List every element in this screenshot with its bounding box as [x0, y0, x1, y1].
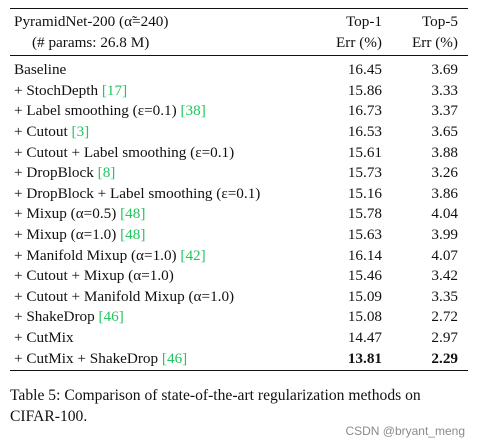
method-cell: + Cutout + Manifold Mixup (α=1.0) — [10, 287, 306, 308]
top5-error-cell: 2.97 — [431, 328, 458, 346]
method-name: + Cutout + Mixup (α=1.0) — [14, 267, 174, 285]
bottom-rule — [10, 370, 468, 372]
top-rule — [10, 8, 468, 9]
citation-link[interactable]: [42] — [180, 246, 206, 264]
table-row: + CutMix + ShakeDrop [46] 13.81 2.29 — [10, 349, 468, 371]
method-cell: + DropBlock + Label smoothing (ε=0.1) — [10, 184, 306, 205]
watermark: CSDN @bryant_meng — [345, 424, 465, 438]
top1-header-line2: Err (%) — [336, 33, 382, 51]
top5-error-cell: 4.07 — [431, 246, 458, 264]
table-row: + DropBlock + Label smoothing (ε=0.1) 15.… — [10, 184, 468, 205]
top5-error-cell: 3.42 — [431, 267, 458, 285]
top1-error-cell: 14.47 — [347, 328, 382, 346]
top1-error-cell: 16.73 — [347, 102, 382, 120]
top1-error-cell: 15.46 — [347, 267, 382, 285]
method-name: + Mixup (α=0.5) — [14, 205, 121, 223]
top5-header-line2: Err (%) — [412, 33, 458, 51]
method-name: + Manifold Mixup (α=1.0) — [14, 246, 181, 264]
table-caption: Table 5: Comparison of state-of-the-art … — [10, 387, 421, 426]
citation-link[interactable]: [8] — [97, 164, 116, 182]
citation-link[interactable]: [46] — [98, 308, 124, 326]
results-table: PyramidNet-200 (α̃=240) Top-1 Top-5 (# p… — [10, 8, 468, 372]
method-name: + ShakeDrop — [14, 308, 99, 326]
table-row: + DropBlock [8] 15.73 3.26 — [10, 163, 468, 184]
method-cell: + ShakeDrop [46] — [10, 307, 306, 328]
top1-error-cell: 15.16 — [347, 184, 382, 202]
top5-error-cell: 3.88 — [431, 143, 458, 161]
method-name: + Cutout + Label smoothing (ε=0.1) — [14, 143, 235, 161]
method-name: + CutMix — [14, 328, 74, 346]
top5-error-cell: 3.37 — [431, 102, 458, 120]
top1-error-cell: 15.08 — [347, 308, 382, 326]
method-cell: + Mixup (α=1.0) [48] — [10, 225, 306, 246]
top1-error-cell: 15.73 — [347, 164, 382, 182]
citation-link[interactable]: [46] — [161, 349, 188, 367]
method-cell: + Mixup (α=0.5) [48] — [10, 204, 306, 225]
table-row: + ShakeDrop [46] 15.08 2.72 — [10, 307, 468, 328]
top1-error-cell: 15.86 — [347, 81, 382, 99]
top5-error-cell: 2.72 — [431, 308, 458, 326]
top1-header-line1: Top-1 — [345, 13, 382, 30]
method-name: + Mixup (α=1.0) — [14, 225, 121, 243]
top5-error-cell: 2.29 — [431, 349, 458, 367]
method-cell: + Manifold Mixup (α=1.0) [42] — [10, 246, 306, 267]
method-cell: + Cutout + Mixup (α=1.0) — [10, 266, 306, 287]
method-name: + DropBlock + Label smoothing (ε=0.1) — [14, 184, 261, 202]
method-cell: + CutMix + ShakeDrop [46] — [10, 349, 306, 371]
table-row: + Cutout + Label smoothing (ε=0.1) 15.61 3… — [10, 143, 468, 164]
top1-error-cell: 16.45 — [347, 61, 382, 79]
top1-error-cell: 15.09 — [347, 287, 382, 305]
table-row: + Cutout [3] 16.53 3.65 — [10, 122, 468, 143]
top5-error-cell: 3.65 — [431, 122, 458, 140]
table-row: + Mixup (α=1.0) [48] 15.63 3.99 — [10, 225, 468, 246]
top5-error-cell: 3.33 — [431, 81, 458, 99]
top1-error-cell: 15.78 — [347, 205, 382, 223]
top5-header-line1: Top-5 — [421, 13, 458, 30]
citation-link[interactable]: [17] — [101, 81, 128, 99]
top1-error-cell: 16.53 — [347, 122, 382, 140]
table-row: + Mixup (α=0.5) [48] 15.78 4.04 — [10, 204, 468, 225]
method-cell: + Label smoothing (ε=0.1) [38] — [10, 101, 306, 122]
table-body: Baseline 16.45 3.69 + StochDepth [17] 15.86 3… — [10, 56, 468, 370]
citation-link[interactable]: [48] — [120, 225, 146, 243]
table-header: PyramidNet-200 (α̃=240) Top-1 Top-5 (# p… — [10, 8, 468, 57]
paper-table-figure: PyramidNet-200 (α̃=240) Top-1 Top-5 (# p… — [10, 8, 468, 427]
method-name: + DropBlock — [14, 164, 98, 182]
method-cell: + StochDepth [17] — [10, 81, 306, 102]
top5-error-cell: 3.69 — [431, 61, 458, 79]
top1-error-cell: 15.61 — [347, 143, 382, 161]
method-name: + CutMix + ShakeDrop — [14, 349, 162, 367]
top5-error-cell: 4.04 — [431, 205, 458, 223]
citation-link[interactable]: [38] — [180, 102, 206, 120]
citation-link[interactable]: [48] — [120, 205, 146, 223]
table-row: + Cutout + Manifold Mixup (α=1.0) 15.09 3.… — [10, 287, 468, 308]
method-name: + Label smoothing (ε=0.1) — [14, 102, 181, 120]
method-name: + StochDepth — [14, 81, 102, 99]
method-name: + Cutout — [14, 122, 72, 140]
top1-error-cell: 16.14 — [347, 246, 382, 264]
top5-error-cell: 3.26 — [431, 164, 458, 182]
table-row: + CutMix 14.47 2.97 — [10, 328, 468, 349]
table-row: + Label smoothing (ε=0.1) [38] 16.73 3.37 — [10, 101, 468, 122]
table-row: + Cutout + Mixup (α=1.0) 15.46 3.42 — [10, 266, 468, 287]
table-row: + StochDepth [17] 15.86 3.33 — [10, 81, 468, 102]
table-row: Baseline 16.45 3.69 — [10, 56, 468, 81]
method-cell: + Cutout [3] — [10, 122, 306, 143]
top1-error-cell: 15.63 — [347, 225, 382, 243]
citation-link[interactable]: [3] — [71, 122, 90, 140]
mid-rule — [10, 55, 468, 57]
method-name: + Cutout + Manifold Mixup (α=1.0) — [14, 287, 235, 305]
method-name: Baseline — [14, 61, 67, 79]
table-row: + Manifold Mixup (α=1.0) [42] 16.14 4.07 — [10, 246, 468, 267]
top5-error-cell: 3.99 — [431, 225, 458, 243]
method-cell: + Cutout + Label smoothing (ε=0.1) — [10, 143, 306, 164]
method-header-line1: PyramidNet-200 (α̃=240) — [14, 13, 169, 30]
top5-error-cell: 3.86 — [431, 184, 458, 202]
method-cell: Baseline — [10, 56, 306, 81]
method-cell: + DropBlock [8] — [10, 163, 306, 184]
top1-error-cell: 13.81 — [347, 349, 382, 367]
top5-error-cell: 3.35 — [431, 287, 458, 305]
method-header-line2: (# params: 26.8 M) — [32, 33, 150, 51]
method-cell: + CutMix — [10, 328, 306, 349]
